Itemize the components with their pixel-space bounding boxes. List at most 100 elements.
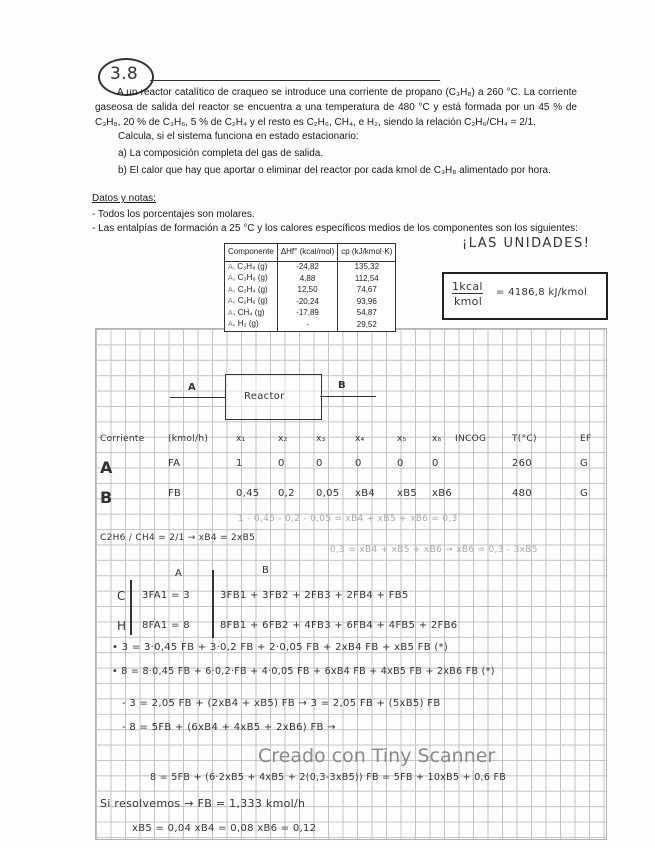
- component-tag: A₆: [228, 321, 236, 328]
- row-b-cell: xB6: [432, 488, 453, 499]
- enthalpy-cell: -24,82: [276, 261, 339, 273]
- row-b-cell: xB5: [397, 488, 418, 499]
- table-row: A₆ H₂ (g) - 29,52: [224, 319, 397, 332]
- balance-divider-right: [212, 570, 214, 638]
- problem-number-circle: [98, 58, 154, 96]
- row-b-cell: 0,2: [278, 488, 295, 499]
- row-b-cell: 0,45: [236, 488, 260, 499]
- header-rule: [150, 80, 440, 81]
- equation-1: • 3 = 3·0,45 FB + 3·0,2 FB + 2·0,05 FB +…: [112, 642, 449, 653]
- carbon-out: 3FB1 + 3FB2 + 2FB3 + 2FB4 + FB5: [220, 590, 409, 601]
- row-a-cell: G: [580, 458, 589, 469]
- component-tag: A₂: [228, 275, 236, 282]
- hydrogen-label: H: [117, 619, 127, 633]
- table-row: A₄ C₂H₆ (g) -20,24 93,96: [224, 296, 397, 308]
- ratio-equation: C2H6 / CH4 = 2/1 → xB4 = 2xB5: [100, 533, 256, 543]
- notes-title: Datos y notas:: [92, 193, 156, 204]
- enthalpy-cell: -17,89: [276, 307, 339, 319]
- columns-cell: EF: [580, 434, 592, 444]
- header-cp: cp (kJ/kmol·K): [337, 243, 397, 262]
- row-b-cell: 480: [512, 488, 532, 499]
- problem-number: 3.8: [110, 64, 138, 84]
- component-tag: A₁: [228, 263, 236, 271]
- component-cell: A₃ C₂H₄ (g): [224, 284, 278, 296]
- row-a-cell: 1: [236, 458, 243, 469]
- inlet-arrow: [170, 397, 225, 398]
- conversion-denominator: kmol: [454, 295, 483, 308]
- cp-cell: 112,54: [337, 273, 397, 285]
- row-b-cell: B: [100, 488, 113, 507]
- cp-cell: 29,52: [337, 319, 397, 332]
- component-cell: A₄ C₂H₆ (g): [224, 296, 278, 308]
- equation-3: - 3 = 2,05 FB + (2xB4 + xB5) FB → 3 = 2,…: [122, 698, 441, 709]
- row-a-cell: 260: [512, 458, 532, 469]
- solution-fractions: xB5 = 0,04 xB4 = 0,08 xB6 = 0,12: [132, 823, 317, 834]
- faint-sum: 1 - 0,45 - 0,2 - 0,05 = xB4 + xB5 + xB6 …: [238, 514, 458, 524]
- units-warning: ¡LAS UNIDADES!: [462, 236, 591, 251]
- columns-cell: T(°C): [512, 434, 537, 444]
- columns-cell: INCOG: [455, 434, 487, 444]
- row-a-cell: 0: [316, 458, 323, 469]
- component-tag: A₃: [228, 286, 236, 294]
- row-a-cell: FA: [168, 458, 181, 469]
- hydrogen-out: 8FB1 + 6FB2 + 4FB3 + 6FB4 + 4FB5 + 2FB6: [220, 620, 458, 631]
- equation-2: • 8 = 8·0,45 FB + 6·0,2·FB + 4·0,05 FB +…: [112, 666, 495, 677]
- faint-right: 0,3 = xB4 + xB5 + xB6 → xB6 = 0,3 - 3xB5: [330, 545, 538, 555]
- component-name: C₃H₆ (g): [237, 273, 268, 282]
- note-1: - Todos los porcentajes son molares.: [92, 209, 255, 220]
- question-intro: Calcula, si el sistema funciona en estad…: [118, 131, 359, 142]
- carbon-in: 3FA1 = 3: [142, 590, 190, 601]
- reactor-box: Reactor: [225, 374, 322, 420]
- enthalpy-cell: -20,24: [276, 296, 339, 308]
- component-tag: A₅: [228, 309, 236, 317]
- columns-cell: x₂: [278, 434, 288, 444]
- balance-col-b: B: [262, 565, 270, 576]
- question-a: a) La composición completa del gas de sa…: [118, 148, 324, 159]
- row-a-cell: A: [100, 458, 113, 477]
- columns-cell: x₄: [355, 434, 365, 444]
- component-cell: A₂ C₃H₆ (g): [224, 273, 278, 285]
- cp-cell: 54,87: [337, 307, 397, 319]
- row-b-cell: G: [580, 488, 589, 499]
- cp-cell: 74,67: [337, 284, 397, 296]
- component-cell: A₆ H₂ (g): [224, 319, 278, 332]
- table-row: A₅ CH₄ (g) -17,89 54,87: [224, 307, 397, 319]
- component-name: CH₄ (g): [237, 307, 265, 317]
- component-name: C₂H₄ (g): [237, 284, 268, 294]
- note-2: - Las entalpías de formación a 25 °C y l…: [92, 223, 578, 234]
- table-row: A₂ C₃H₆ (g) 4,88 112,54: [224, 273, 397, 285]
- columns-cell: x₃: [316, 434, 326, 444]
- table-row: A₁ C₃H₈ (g) -24,82 135,32: [224, 261, 397, 273]
- enthalpy-cell: 4,88: [276, 273, 339, 285]
- component-cell: A₅ CH₄ (g): [224, 307, 278, 319]
- carbon-label: C: [117, 589, 126, 603]
- reactor-label: Reactor: [244, 391, 285, 402]
- solution-fb: Si resolvemos → FB = 1,333 kmol/h: [100, 797, 306, 810]
- statement-text: A un reactor catalítico de craqueo se in…: [95, 87, 577, 128]
- stream-a-label: A: [188, 382, 197, 393]
- enthalpy-cell: 12,50: [276, 284, 339, 296]
- question-b: b) El calor que hay que aportar o elimin…: [118, 165, 551, 176]
- row-b-cell: FB: [168, 488, 182, 499]
- scanner-watermark: Creado con Tiny Scanner: [258, 745, 496, 767]
- cp-cell: 93,96: [337, 296, 397, 308]
- problem-statement: A un reactor catalítico de craqueo se in…: [95, 85, 577, 130]
- columns-cell: x₆: [432, 434, 442, 444]
- component-tag: A₄: [228, 298, 236, 305]
- columns-cell: x₁: [236, 434, 246, 444]
- conversion-numerator: 1kcal: [452, 280, 483, 294]
- hydrogen-in: 8FA1 = 8: [142, 620, 190, 631]
- columns-cell: Corriente: [100, 434, 145, 444]
- table-row: A₃ C₂H₄ (g) 12,50 74,67: [224, 284, 397, 296]
- row-a-cell: 0: [278, 458, 285, 469]
- outlet-arrow: [320, 396, 376, 397]
- stream-b-label: B: [338, 380, 346, 391]
- row-a-cell: 0: [432, 458, 439, 469]
- unit-conversion-box: 1kcal kmol = 4186,8 kJ/kmol: [442, 272, 608, 320]
- enthalpy-cell: -: [276, 319, 339, 332]
- properties-table: Componente ΔHf° (kcal/mol) cp (kJ/kmol·K…: [224, 243, 397, 332]
- component-name: C₃H₈ (g): [237, 261, 268, 271]
- cp-cell: 135,32: [337, 261, 397, 273]
- equation-4: - 8 = 5FB + (6xB4 + 4xB5 + 2xB6) FB →: [122, 722, 336, 733]
